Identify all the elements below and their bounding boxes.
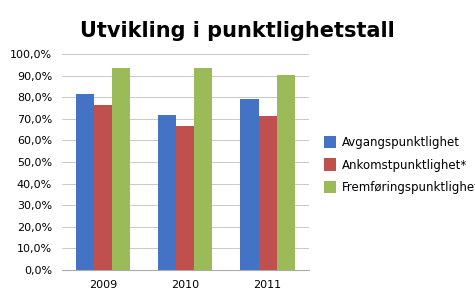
- Bar: [76, 94, 94, 270]
- Bar: [94, 104, 112, 270]
- Bar: [258, 116, 276, 270]
- Bar: [276, 75, 295, 270]
- Bar: [112, 68, 130, 270]
- Legend: Avgangspunktlighet, Ankomstpunktlighet*, Fremføringspunktlighet: Avgangspunktlighet, Ankomstpunktlighet*,…: [319, 131, 475, 199]
- Text: Utvikling i punktlighetstall: Utvikling i punktlighetstall: [80, 21, 395, 41]
- Bar: [240, 99, 258, 270]
- Bar: [158, 115, 176, 270]
- Bar: [176, 126, 194, 270]
- Bar: [194, 68, 212, 270]
